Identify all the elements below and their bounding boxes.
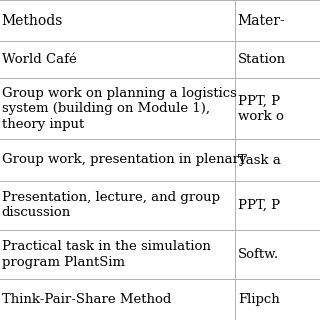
- Text: Group work on planning a logistics
system (building on Module 1),
theory input: Group work on planning a logistics syste…: [2, 87, 236, 131]
- Text: Group work, presentation in plenary: Group work, presentation in plenary: [2, 154, 246, 166]
- Text: Practical task in the simulation
program PlantSim: Practical task in the simulation program…: [2, 240, 211, 268]
- Text: Presentation, lecture, and group
discussion: Presentation, lecture, and group discuss…: [2, 191, 220, 220]
- Text: Station: Station: [238, 53, 286, 66]
- Text: Think-Pair-Share Method: Think-Pair-Share Method: [2, 293, 171, 306]
- Text: Softw.: Softw.: [238, 248, 279, 261]
- Text: Methods: Methods: [2, 13, 63, 28]
- Text: PPT, P: PPT, P: [238, 199, 280, 212]
- Text: World Café: World Café: [2, 53, 76, 66]
- Text: PPT, P
work o: PPT, P work o: [238, 94, 284, 123]
- Text: Flipch: Flipch: [238, 293, 279, 306]
- Text: Task a: Task a: [238, 154, 281, 166]
- Text: Mater-: Mater-: [238, 13, 285, 28]
